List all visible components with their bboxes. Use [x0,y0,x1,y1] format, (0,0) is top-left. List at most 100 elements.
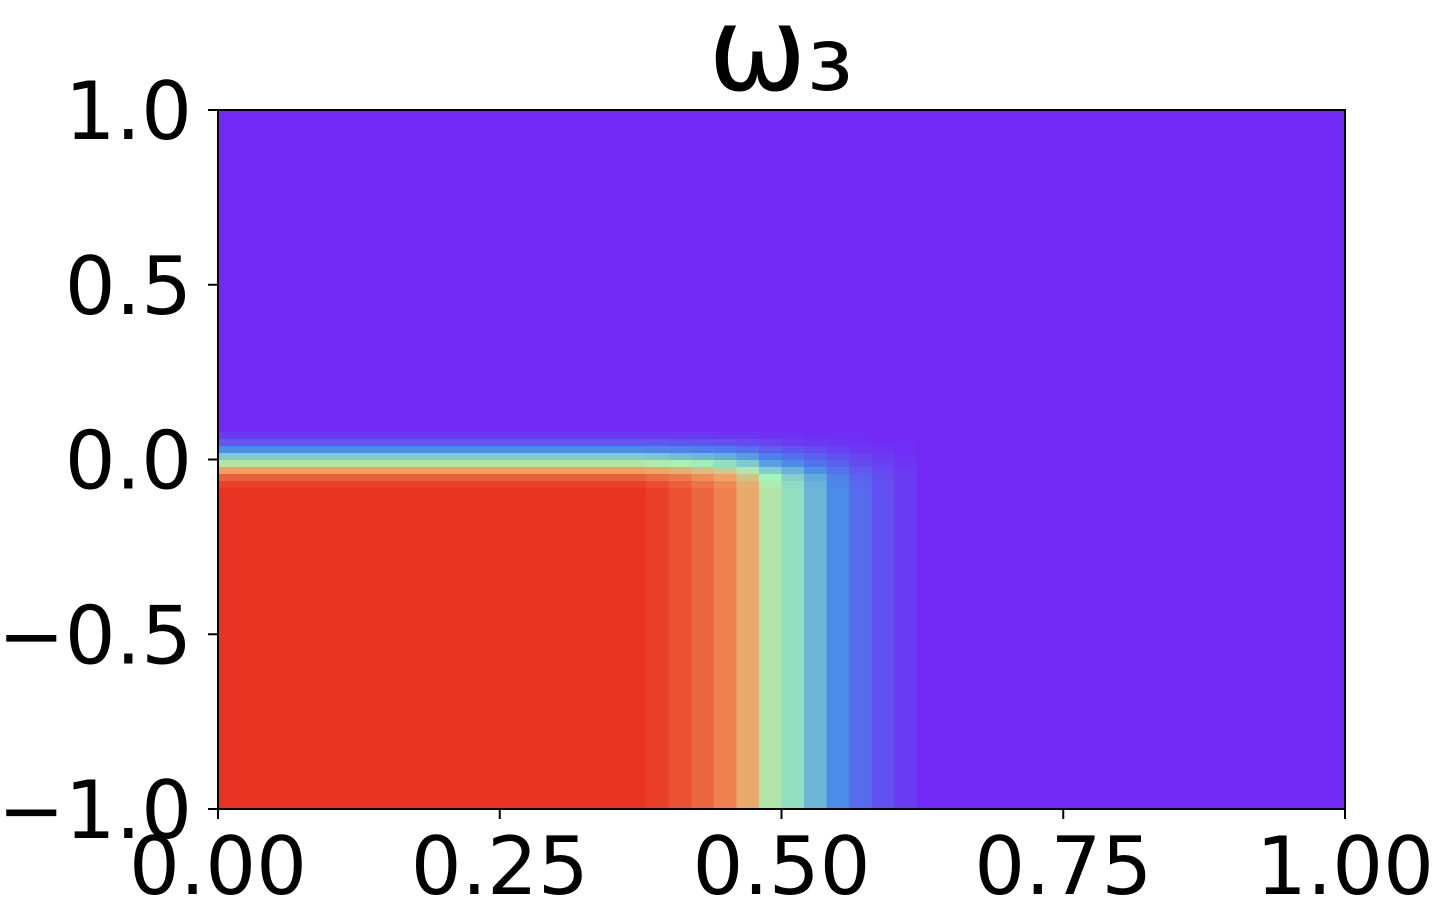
heatmap-cell [668,459,692,467]
heatmap-cell [871,110,895,433]
heatmap-cell [781,110,805,433]
heatmap-cell [218,473,647,481]
heatmap-cell [781,480,805,488]
heatmap-cell [804,494,828,810]
heatmap-cell [691,487,715,495]
x-tick-label: 0.75 [974,820,1152,912]
heatmap-cell [736,494,760,810]
x-tick-label: 1.00 [1256,820,1434,912]
heatmap-cell [849,466,873,474]
heatmap-cell [758,110,782,433]
heatmap-cell [894,480,918,488]
heatmap-cell [668,431,692,440]
heatmap-cell [646,459,670,467]
heatmap-cell [218,438,647,447]
heatmap-cell [826,487,850,495]
heatmap-cell [804,459,828,467]
heatmap-cell [781,431,805,440]
heatmap-cell [916,487,1346,495]
x-tick-label: 0.50 [692,820,870,912]
heatmap-cell [736,431,760,440]
heatmap-cell [781,466,805,474]
heatmap-cell [871,487,895,495]
heatmap-cell [736,445,760,454]
heatmap-cell [826,466,850,474]
heatmap-cell [668,480,692,488]
heatmap-cell [736,459,760,467]
heatmap-cell [691,480,715,488]
heatmap-cell [646,473,670,481]
heatmap-cell [736,466,760,474]
heatmap-cell [871,466,895,474]
heatmap-cell [894,459,918,467]
heatmap-cell [646,438,670,447]
heatmap-cell [849,473,873,481]
heatmap-cell [894,431,918,440]
heatmap-cell [894,452,918,460]
heatmap-cell [804,466,828,474]
heatmap-cell [713,480,737,488]
heatmap-cell [804,431,828,440]
heatmap-cell [758,466,782,474]
heatmap-cell [894,473,918,481]
heatmap-cell [736,438,760,447]
heatmap-cell [916,473,1346,481]
heatmap-cell [849,445,873,454]
heatmap-cell [691,110,715,433]
heatmap-cell [691,459,715,467]
heatmap-cell [668,473,692,481]
y-tick-label: 0.0 [65,415,192,508]
heatmap-cell [871,459,895,467]
heatmap-cell [713,445,737,454]
heatmap-cell [668,110,692,433]
heatmap-cell [691,445,715,454]
heatmap-cell [871,494,895,810]
heatmap-cell [218,480,647,488]
heatmap-cell [826,452,850,460]
chart-title: ω₃ [708,0,854,118]
heatmap-cell [871,438,895,447]
heatmap-cell [218,431,647,440]
heatmap-cell [668,438,692,447]
heatmap-cell [758,480,782,488]
heatmap-cell [916,494,1346,810]
y-tick-label: 1.0 [65,65,192,158]
heatmap-cell [646,452,670,460]
x-tick-label: 0.00 [129,820,307,912]
heatmap-cell [713,487,737,495]
heatmap-cell [781,459,805,467]
heatmap-cell [894,445,918,454]
heatmap-cell [894,110,918,433]
heatmap-cell [758,438,782,447]
heatmap-cell [804,445,828,454]
heatmap-cell [218,110,647,433]
heatmap-cell [804,480,828,488]
heatmap-cell [916,445,1346,454]
heatmap-cell [668,487,692,495]
heatmap-cell [691,438,715,447]
heatmap-cell [849,480,873,488]
heatmap-cell [713,452,737,460]
heatmap-cell [916,480,1346,488]
heatmap-cell [916,459,1346,467]
heatmap-cell [713,431,737,440]
heatmap-cell [871,431,895,440]
heatmap-cell [736,487,760,495]
heatmap-cell [218,487,647,495]
heatmap-cell [804,110,828,433]
heatmap-cell [218,466,647,474]
heatmap-cell [736,452,760,460]
heatmap-cell [758,494,782,810]
heatmap-cell [668,445,692,454]
heatmap-cell [916,110,1346,433]
heatmap-cell [849,431,873,440]
heatmap-cell [916,431,1346,440]
heatmap-cell [894,487,918,495]
heatmap-cell [713,110,737,433]
heatmap-cell [804,473,828,481]
heatmap-cell [646,487,670,495]
heatmap-cell [781,445,805,454]
heatmap-cell [218,452,647,460]
heatmap-cell [894,494,918,810]
